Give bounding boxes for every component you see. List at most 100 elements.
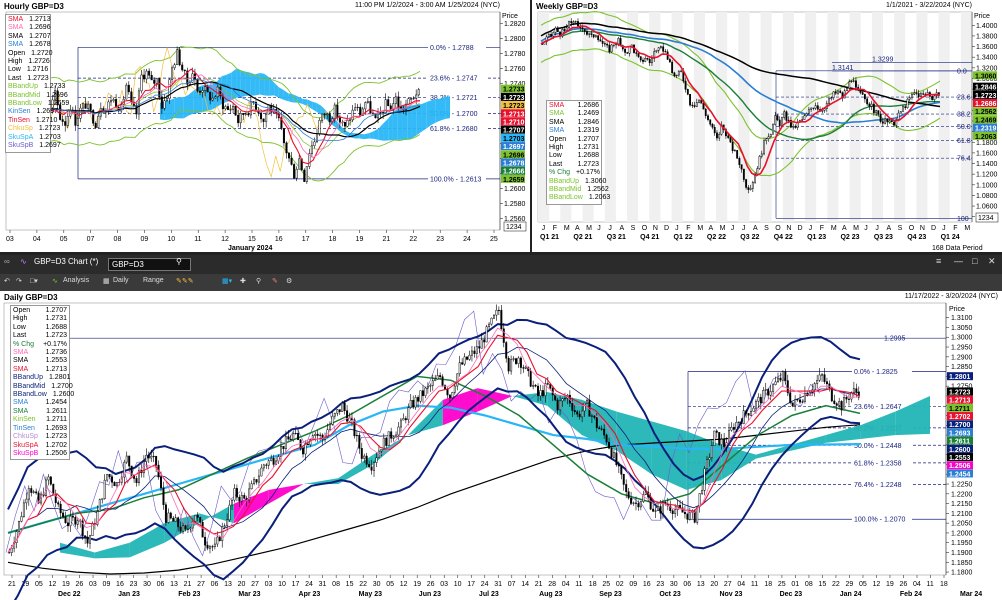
weekly-candle [556,27,559,33]
weekly-candle [624,48,626,53]
hourly-candle [92,110,95,124]
analysis-button[interactable]: Analysis [63,277,90,284]
tools-icon[interactable]: ✎ [272,278,278,285]
hourly-candle [392,103,395,111]
menu-icon[interactable]: ≡ [936,256,942,266]
daily-candle [22,502,25,517]
daily-candle [270,457,273,461]
axis-tag-value: 1.2666 [503,169,525,176]
axis-tag-value: 1.2600 [949,447,971,454]
settings-icon[interactable]: ⚙ [286,278,293,285]
daily-month-label: May 23 [359,591,382,598]
axis-tag-value: 1.2678 [503,160,525,167]
daily-fib-label: 76.4% - 1.2248 [854,482,902,489]
hourly-candle [229,109,232,111]
hourly-candle [290,157,293,165]
daily-candle [752,407,755,412]
axis-tag [501,101,525,110]
daily-fib-label-bg [852,440,912,449]
legend-label: ChkuSp [13,433,38,441]
hourly-candle [349,119,352,121]
daily-candle [510,359,513,372]
hourly-candle [168,79,171,99]
daily-candle [27,488,30,500]
maximize-icon[interactable]: □ [972,256,978,266]
daily-candle [522,367,525,369]
hourly-candle [160,96,163,109]
link-icon[interactable]: ∞ [4,257,10,266]
daily-month-label: Sep 23 [599,591,622,598]
chart-window-titlebar[interactable]: ∞ ∿ GBP=D3 Chart (*) GBP=D3 ⚲ ≡ — □ ✕ [0,255,1002,274]
hourly-candle [308,153,311,167]
daily-candle [103,479,106,499]
daily-candle [630,497,633,504]
hourly-chart-panel[interactable]: Hourly GBP=D3 11:00 PM 1/2/2024 - 3:00 A… [0,0,532,252]
chart-type-icon[interactable]: ▦▾ [222,278,233,285]
daily-candle [544,383,547,397]
daily-sma-100 [7,404,861,534]
daily-candle [857,391,860,398]
close-icon[interactable]: ✕ [988,256,996,266]
hourly-candle [384,99,387,114]
minimize-icon[interactable]: — [954,256,963,266]
instrument-input[interactable]: GBP=D3 [108,258,191,271]
axis-tag-value: 1.2703 [503,136,525,143]
axis-tag [501,125,525,134]
hourly-candle [323,113,326,116]
daily-candle [319,434,322,436]
search-icon[interactable]: ⚲ [176,257,182,266]
redo-icon[interactable]: ↷ [16,278,22,285]
weekly-candle [581,27,584,30]
hourly-candle [76,118,79,126]
daily-x-tick-label: 28 [548,581,556,588]
weekly-chart[interactable]: J F M A M J J A S O N D J F M A M J J A S O N D J F M A M J J A S O N D J F MQ… [532,0,1002,252]
daily-ichimoku-cloud [199,503,234,524]
hourly-candle [361,108,364,116]
weekly-candle [698,99,700,103]
axis-tag [947,395,973,404]
hourly-candle [265,113,268,122]
daily-candle [705,459,708,469]
daily-candle [409,399,412,408]
daily-x-tick-label: 06 [211,581,219,588]
daily-candle [519,357,522,368]
weekly-candle [890,120,893,123]
daily-x-tick-label: 22 [832,581,840,588]
draw-tools-icon[interactable]: ✎✎✎ [176,278,194,285]
legend-value: 1.2688 [45,323,67,331]
daily-candle [10,547,13,553]
hourly-candle [326,113,329,116]
daily-candle [490,317,493,325]
weekly-month-tick: O [642,225,648,232]
interval-select[interactable]: Daily [113,277,129,284]
daily-candle [201,522,204,538]
zoom-icon[interactable]: ⚲ [256,278,262,285]
weekly-month-tick: M [697,225,703,232]
weekly-fib-label: 38.2 [957,112,971,119]
daily-chart-panel[interactable]: Daily GBP=D3 11/17/2022 - 3/20/2024 (NYC… [0,291,1002,600]
weekly-candle [783,111,786,118]
daily-month-label: Jun 23 [419,591,441,598]
daily-x-tick-label: 04 [737,581,745,588]
weekly-quarter-tick: Q4 23 [907,234,926,241]
daily-candle [412,399,415,408]
crosshair-icon[interactable]: ✚ [240,278,246,285]
weekly-candle [664,51,667,53]
axis-tag [973,115,997,124]
daily-x-tick-label: 20 [710,581,718,588]
hourly-x-tick-label: 07 [87,236,95,243]
daily-candle [634,502,637,504]
folder-icon[interactable]: □▾ [30,278,38,285]
weekly-fib-label: 23.6 [957,95,971,102]
daily-x-tick-label: 17 [467,581,475,588]
range-select[interactable]: Range [143,277,164,284]
legend-label: BBandUp [13,374,43,382]
undo-icon[interactable]: ↶ [4,278,10,285]
hourly-y-tick-label: 1.2820 [504,21,526,28]
weekly-month-tick: N [653,225,658,232]
legend-label: SMA [549,110,565,118]
daily-candle [402,418,405,421]
weekly-chart-panel[interactable]: Weekly GBP=D3 1/1/2021 - 3/22/2024 (NYC)… [532,0,1002,252]
daily-chart[interactable]: Price 1.3100 1.3050 1.3000 1.2950 1.2900 1.285… [0,291,1002,600]
